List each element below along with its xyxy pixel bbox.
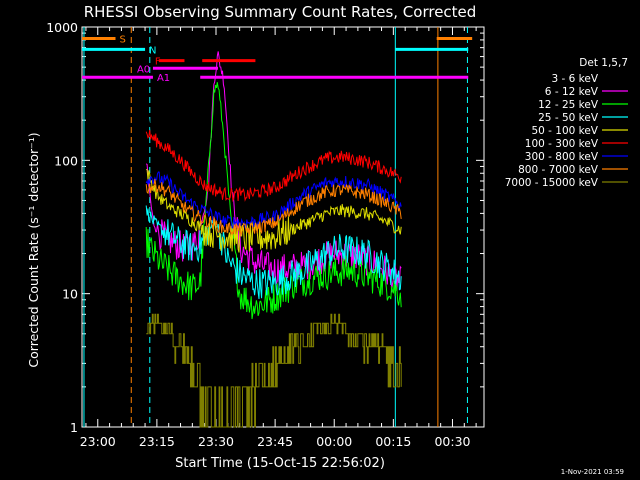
series-line-25-50-kev (145, 205, 402, 300)
x-tick-label: 00:00 (316, 434, 352, 449)
x-tick-label: 23:30 (198, 434, 234, 449)
x-tick-label: 00:15 (375, 434, 411, 449)
legend-label: 100 - 300 keV (525, 138, 599, 150)
legend-label: 800 - 7000 keV (518, 164, 599, 176)
legend-label: 7000 - 15000 keV (505, 177, 599, 189)
x-tick-label: 23:45 (257, 434, 293, 449)
chart-title: RHESSI Observing Summary Count Rates, Co… (84, 3, 477, 21)
plot-area: 1 10 100 1000 23:00 23:15 23:30 23:45 00:00 00:15… (46, 20, 485, 449)
footer-date: 1-Nov-2021 03:59 (561, 468, 624, 476)
flag-label: S (120, 34, 126, 45)
legend-label: 50 - 100 keV (531, 125, 598, 137)
y-tick-label: 10 (62, 287, 78, 302)
y-axis-label: Corrected Count Rate (s⁻¹ detector⁻¹) (26, 132, 41, 367)
legend-label: 25 - 50 keV (538, 112, 599, 124)
series-line-50-100-kev (145, 168, 402, 253)
y-tick-label: 1 (70, 420, 78, 435)
series-line-100-300-kev (145, 130, 402, 203)
x-tick-label: 23:00 (80, 434, 116, 449)
series-line-7000-15000-kev (146, 313, 402, 428)
legend-label: 3 - 6 keV (551, 73, 598, 85)
flag-label: N (149, 45, 156, 56)
legend-label: 12 - 25 keV (538, 99, 599, 111)
series-line-12-25-kev (145, 82, 402, 320)
series-line-800-7000-kev (145, 179, 402, 238)
legend-label: 300 - 800 keV (525, 151, 599, 163)
flag-label: F (155, 57, 161, 68)
plot-frame (81, 26, 485, 428)
legend-label: 6 - 12 keV (545, 86, 599, 98)
flag-label: A0 (137, 64, 150, 75)
x-axis-label: Start Time (15-Oct-15 22:56:02) (175, 456, 385, 471)
flag-label: A1 (157, 73, 170, 84)
x-tick-label: 00:30 (434, 434, 470, 449)
series-line-300-800-kev (145, 171, 402, 229)
series-line-3-6-kev (145, 118, 406, 186)
y-tick-label: 100 (54, 153, 78, 168)
x-tick-label: 23:15 (139, 434, 175, 449)
y-tick-label: 1000 (46, 20, 78, 35)
legend-title: Det 1,5,7 (579, 57, 628, 69)
